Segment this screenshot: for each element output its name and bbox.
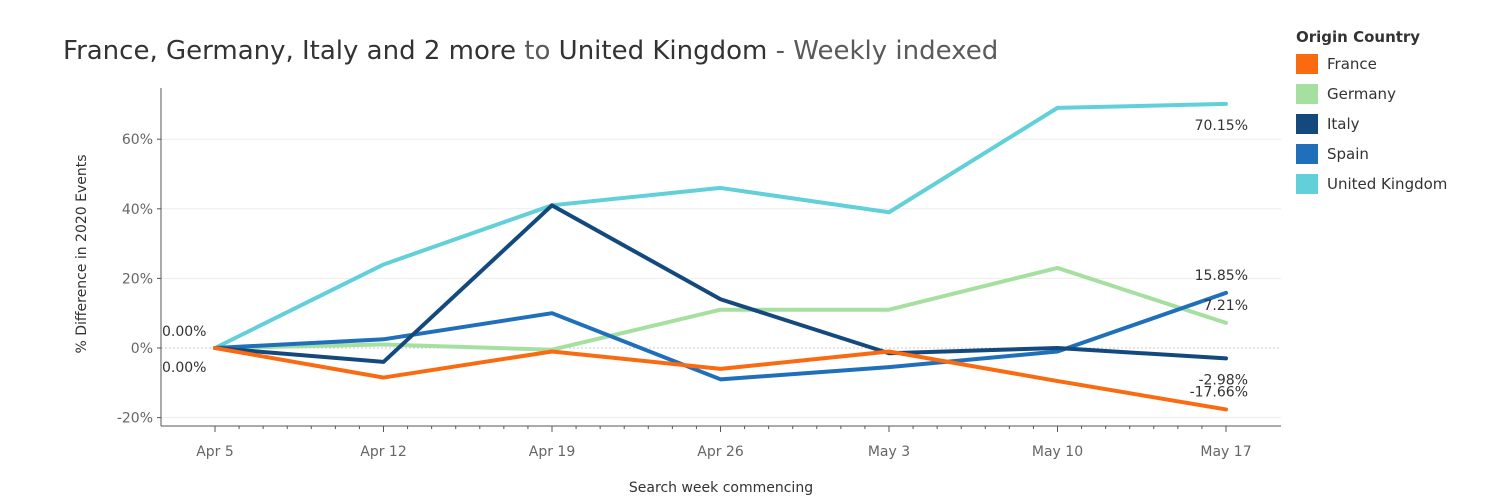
x-tick-label: Apr 26 <box>697 444 744 460</box>
x-tick-label: May 17 <box>1200 444 1251 460</box>
y-tick-label: 40% <box>122 202 153 218</box>
legend-label: Spain <box>1327 145 1369 163</box>
x-tick-label: Apr 12 <box>360 444 406 460</box>
legend-swatch <box>1296 114 1318 134</box>
y-tick-label: -20% <box>117 411 153 427</box>
series-line-spain[interactable] <box>213 290 1228 382</box>
title-origins: France, Germany, Italy and 2 more <box>63 36 517 66</box>
legend-label: Germany <box>1327 85 1396 103</box>
legend-items: France Germany Italy Spain United Kingdom <box>1296 49 1447 199</box>
grid-layer <box>161 138 1281 419</box>
x-tick-label: May 3 <box>868 444 910 460</box>
series-layer <box>213 101 1228 412</box>
legend-swatch <box>1296 84 1318 104</box>
data-label-layer: 0.00% 0.00% 70.15% 15.85% 7.21% -2.98%-17.66% <box>162 118 1248 401</box>
series-line-germany[interactable] <box>213 265 1228 352</box>
data-label: 0.00% <box>162 360 206 376</box>
legend-item-france[interactable]: France <box>1296 49 1447 79</box>
legend-item-united-kingdom[interactable]: United Kingdom <box>1296 169 1447 199</box>
title-destination: United Kingdom <box>558 36 768 66</box>
legend: Origin Country France Germany Italy Spain Un… <box>1296 28 1447 199</box>
data-label: 7.21% <box>1204 298 1248 314</box>
legend-label: United Kingdom <box>1327 175 1448 193</box>
x-tick-label: Apr 5 <box>196 444 234 460</box>
title-suffix: - Weekly indexed <box>775 36 999 66</box>
y-axis-title: % Difference in 2020 Events <box>74 154 90 353</box>
y-tick-label: 60% <box>122 132 153 148</box>
data-label: 15.85% <box>1195 268 1248 284</box>
data-label: 0.00% <box>162 324 206 340</box>
data-label: -2.98% <box>1198 372 1248 388</box>
series-line-france[interactable] <box>213 346 1228 412</box>
legend-label: Italy <box>1327 115 1360 133</box>
x-axis-title: Search week commencing <box>629 480 813 496</box>
legend-swatch <box>1296 144 1318 164</box>
y-tick-label: 20% <box>122 271 153 287</box>
legend-swatch <box>1296 54 1318 74</box>
series-line-united-kingdom[interactable] <box>213 101 1228 350</box>
data-label: 70.15% <box>1195 118 1248 134</box>
legend-item-spain[interactable]: Spain <box>1296 139 1447 169</box>
y-tick-label: 0% <box>131 341 153 357</box>
data-label: -17.66% <box>1190 384 1248 400</box>
chart-title: France, Germany, Italy and 2 more to Uni… <box>63 36 998 66</box>
legend-item-italy[interactable]: Italy <box>1296 109 1447 139</box>
legend-title: Origin Country <box>1296 28 1421 46</box>
title-connector: to <box>524 36 551 66</box>
series-line-italy[interactable] <box>213 203 1228 364</box>
x-tick-label: Apr 19 <box>529 444 575 460</box>
legend-swatch <box>1296 174 1318 194</box>
x-tick-label: May 10 <box>1032 444 1083 460</box>
axis-layer: -20% 0% 20% 40% 60% Apr 5 Apr 12 Apr 19 Apr 26 Ma… <box>117 88 1281 460</box>
legend-label: France <box>1327 55 1377 73</box>
legend-item-germany[interactable]: Germany <box>1296 79 1447 109</box>
